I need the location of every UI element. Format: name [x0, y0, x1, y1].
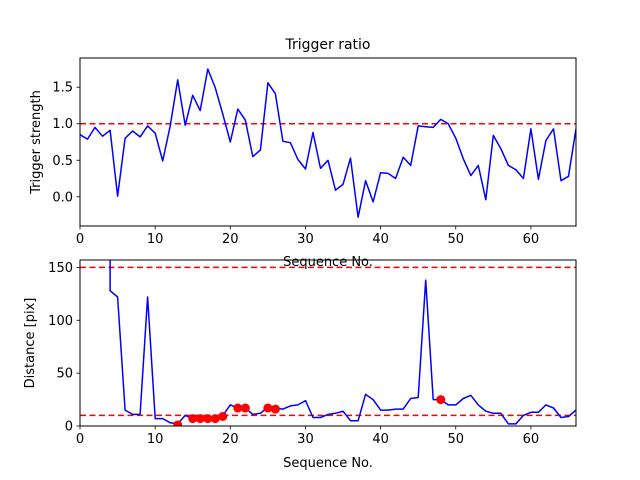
x-axis-label: Sequence No. [283, 456, 373, 471]
trigger-ratio-axes: Trigger ratio 0 10 20 30 40 50 600.00.51.01.5 … [29, 37, 577, 270]
x-axis-label: Sequence No. [283, 255, 373, 270]
data-point [195, 414, 205, 424]
plot-frame [79, 57, 577, 227]
x-tick-label: 60 [523, 232, 540, 247]
x-tick-label: 20 [222, 432, 239, 447]
chart-title: Trigger ratio [284, 37, 370, 53]
data-point [233, 403, 243, 413]
distance-axes: 0 10 20 30 40 50 60 0 50 100 150 Sequence No. Dist… [23, 259, 577, 471]
series-line [80, 68, 576, 218]
data-point [210, 414, 220, 424]
x-tick-label: 10 [147, 432, 164, 447]
data-point [218, 411, 228, 421]
y-axis-label: Trigger strength [29, 90, 44, 195]
data-point [173, 420, 183, 426]
x-tick-label: 20 [222, 232, 239, 247]
y-tick-label: 0 [65, 420, 73, 435]
y-tick-label: 0.0 [52, 190, 73, 205]
x-tick-label: 40 [372, 432, 389, 447]
y-tick-label: 1.5 [52, 81, 73, 96]
y-tick-label: 0.5 [52, 154, 73, 169]
x-tick-label: 50 [447, 432, 464, 447]
x-tick-label: 0 [76, 232, 84, 247]
x-tick-label: 30 [297, 232, 314, 247]
x-tick-label: 30 [297, 432, 314, 447]
plot-frame [79, 259, 577, 427]
x-tick-label: 50 [447, 232, 464, 247]
x-tick-label: 40 [372, 232, 389, 247]
x-tick-label: 60 [523, 432, 540, 447]
x-tick-label: 0 [76, 432, 84, 447]
y-tick-label: 50 [56, 367, 73, 382]
y-axis-label: Distance [pix] [23, 298, 38, 389]
data-point [436, 395, 446, 405]
data-point [270, 404, 280, 414]
data-point [203, 414, 213, 424]
y-tick-label: 150 [48, 261, 73, 276]
x-tick-label: 10 [147, 232, 164, 247]
y-tick-label: 100 [48, 314, 73, 329]
data-point [263, 403, 273, 413]
data-point [188, 414, 198, 424]
y-tick-label: 1.0 [52, 117, 73, 132]
data-point [240, 403, 250, 413]
series-line [109, 260, 576, 425]
